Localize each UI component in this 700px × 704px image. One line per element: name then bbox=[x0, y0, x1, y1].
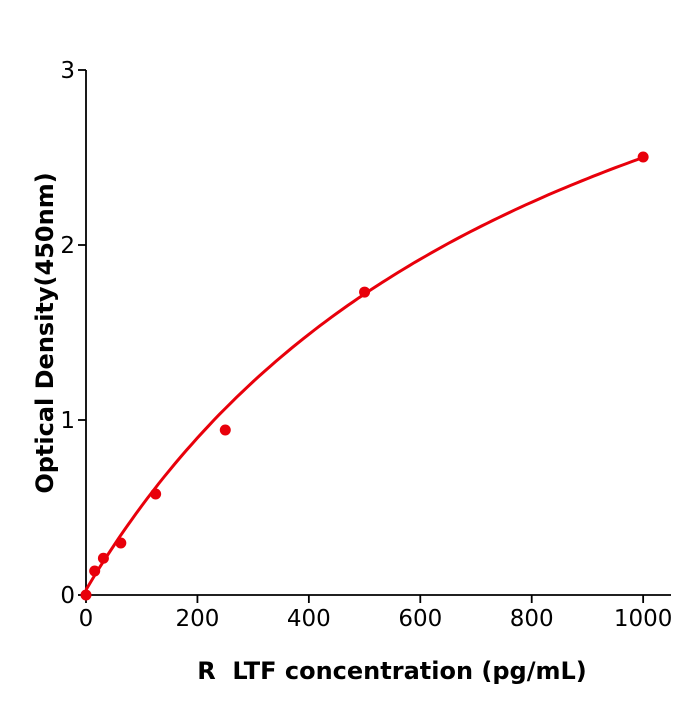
x-tick-label: 600 bbox=[398, 606, 442, 632]
x-tick-label: 0 bbox=[79, 606, 94, 632]
y-tick-label: 0 bbox=[60, 583, 75, 609]
x-tick-label: 1000 bbox=[614, 606, 673, 632]
x-tick-label: 200 bbox=[175, 606, 219, 632]
data-point bbox=[80, 589, 92, 601]
data-point bbox=[637, 151, 649, 163]
y-axis-label: Optical Density(450nm) bbox=[31, 172, 59, 493]
y-ticks: 0 1 2 3 bbox=[60, 58, 86, 609]
axes bbox=[85, 70, 671, 596]
x-ticks: 0 200 400 600 800 1000 bbox=[79, 595, 673, 632]
data-point bbox=[97, 552, 109, 564]
fit-curve bbox=[84, 156, 644, 591]
data-point bbox=[89, 565, 101, 577]
data-point bbox=[150, 488, 162, 500]
y-tick-label: 1 bbox=[60, 408, 75, 434]
data-point bbox=[359, 286, 371, 298]
data-points bbox=[80, 151, 649, 601]
x-tick-label: 400 bbox=[287, 606, 331, 632]
x-axis-label: R LTF concentration (pg/mL) bbox=[197, 657, 587, 685]
x-tick-label: 800 bbox=[510, 606, 554, 632]
y-tick-label: 2 bbox=[60, 233, 75, 259]
data-point bbox=[115, 537, 127, 549]
data-point bbox=[219, 424, 231, 436]
y-tick-label: 3 bbox=[60, 58, 75, 84]
